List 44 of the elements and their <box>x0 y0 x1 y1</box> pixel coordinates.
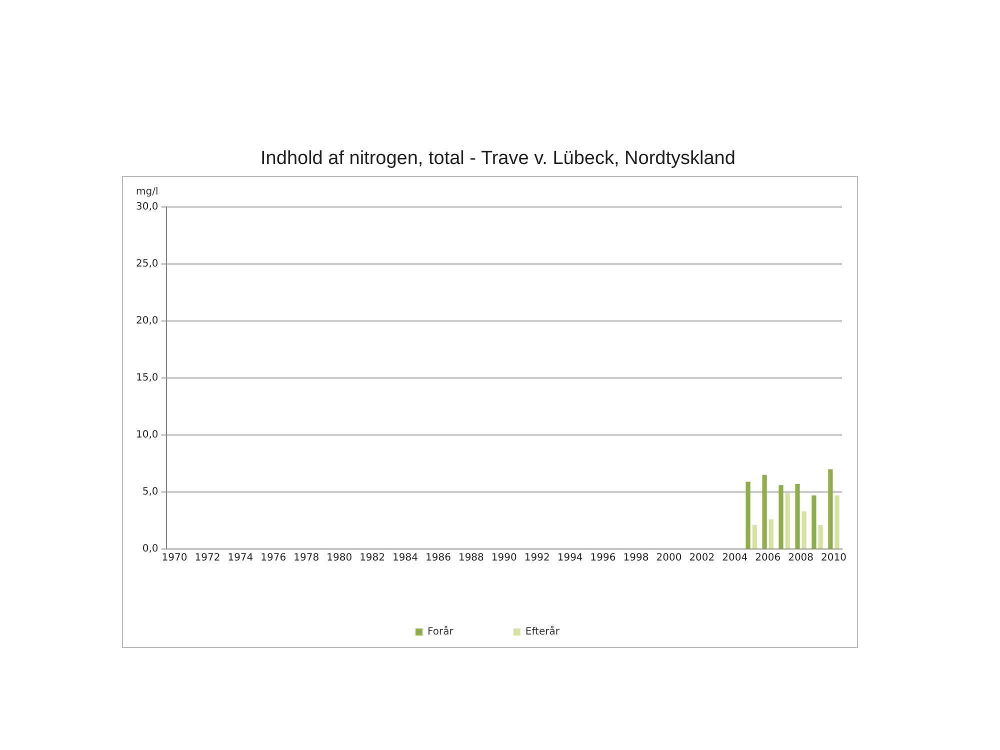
x-tick-label: 2004 <box>722 552 748 564</box>
bar <box>828 469 833 548</box>
y-axis-title: mg/l <box>136 186 158 198</box>
bar <box>778 485 784 548</box>
x-tick-label: 1970 <box>162 552 188 564</box>
bar <box>768 519 774 548</box>
x-tick-label: 1982 <box>360 552 386 564</box>
y-tick-label: 10,0 <box>136 430 158 441</box>
bar <box>762 474 767 548</box>
x-tick-label: 1994 <box>557 552 583 564</box>
x-tick-label: 1998 <box>623 552 649 564</box>
y-tick-label: 30,0 <box>136 202 158 213</box>
bar <box>834 495 840 548</box>
x-tick-label: 2006 <box>755 552 781 564</box>
legend-label: Forår <box>428 626 454 638</box>
bar <box>785 493 790 548</box>
x-tick-label: 1984 <box>392 552 418 564</box>
bar <box>752 525 757 548</box>
x-tick-label: 1974 <box>228 552 254 564</box>
y-tick-label: 25,0 <box>136 258 158 270</box>
bar <box>812 495 816 548</box>
x-tick-label: 2000 <box>656 552 682 564</box>
x-tick-label: 1978 <box>294 552 320 564</box>
x-tick-label: 1976 <box>260 552 286 564</box>
y-tick-label: 20,0 <box>136 316 158 327</box>
x-tick-label: 2008 <box>788 552 814 564</box>
x-tick-label: 1990 <box>491 552 517 564</box>
x-tick-label: 1986 <box>425 552 451 564</box>
x-tick-label: 2002 <box>689 552 715 564</box>
x-tick-label: 1992 <box>524 552 550 564</box>
x-tick-label: 1996 <box>590 552 616 564</box>
x-tick-label: 1980 <box>326 552 352 564</box>
bar <box>795 484 800 548</box>
x-tick-label: 1972 <box>194 552 220 564</box>
x-tick-label: 1988 <box>458 552 484 564</box>
y-tick-label: 0,0 <box>142 544 158 555</box>
chart-title: Indhold af nitrogen, total - Trave v. Lübeck, Nordtyskland <box>260 148 736 170</box>
bar <box>802 511 806 548</box>
bar <box>746 482 750 548</box>
y-tick-label: 5,0 <box>142 486 158 498</box>
x-tick-label: 2010 <box>821 552 846 564</box>
legend-label: Efterår <box>525 626 560 638</box>
y-tick-label: 15,0 <box>136 372 158 384</box>
bar <box>818 525 823 548</box>
